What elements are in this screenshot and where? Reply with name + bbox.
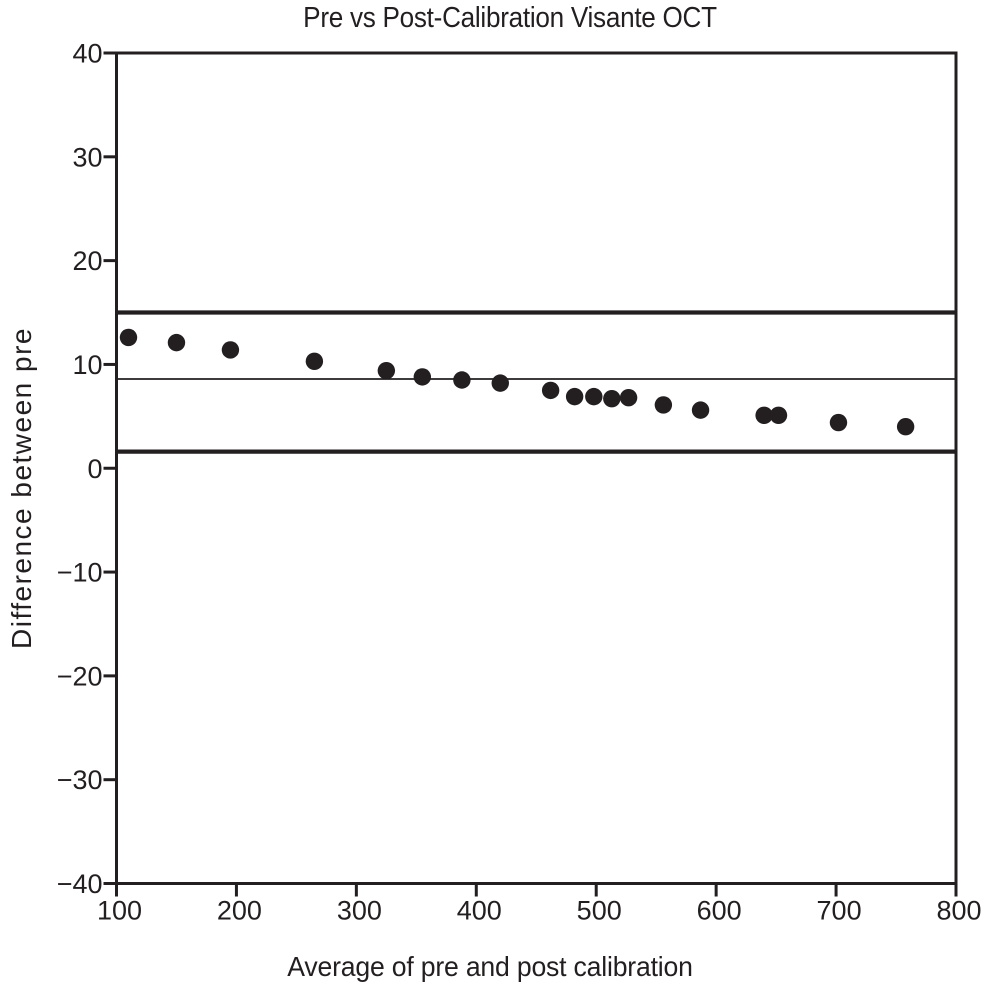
data-point: [167, 333, 186, 352]
x-tick-label: 600: [697, 896, 742, 926]
data-point: [585, 387, 603, 406]
y-tick-label: 30: [72, 142, 102, 172]
data-point: [654, 396, 673, 414]
x-tick-label: 700: [817, 896, 862, 926]
x-tick-label: 500: [577, 896, 622, 926]
data-point: [221, 341, 240, 359]
data-point: [541, 381, 560, 400]
y-axis-ticks-group: 40 30 20 10 0 −10 −20 −30 −40: [57, 39, 117, 899]
plot-border: [115, 51, 958, 885]
data-point: [691, 401, 710, 419]
x-axis-label: Average of pre and post calibration: [287, 951, 693, 982]
data-point: [377, 361, 396, 380]
chart-title: Pre vs Post-Calibration Visante OCT: [303, 2, 717, 34]
x-tick-label: 300: [337, 896, 382, 926]
x-tick-label: 200: [217, 896, 262, 926]
data-point: [453, 371, 471, 389]
x-axis-ticks-group: 100 200 300 400 500 600 700 800: [97, 883, 982, 926]
x-tick-label: 800: [936, 896, 981, 926]
data-point: [119, 328, 138, 347]
x-tick-label: 100: [97, 896, 142, 926]
data-point: [565, 387, 584, 406]
x-tick-label: 400: [457, 896, 502, 926]
data-point: [769, 406, 788, 425]
reference-lines-group: [116, 310, 956, 454]
data-point: [896, 418, 915, 436]
y-axis-label: Difference between pre: [6, 327, 37, 649]
y-tick-label: 0: [87, 454, 102, 484]
data-points-group: [119, 328, 915, 436]
data-point: [829, 413, 848, 432]
data-point: [491, 374, 509, 392]
y-tick-label: 40: [72, 39, 102, 69]
y-tick-label: 20: [72, 246, 102, 276]
y-tick-label: −20: [57, 661, 103, 691]
data-point: [755, 406, 773, 425]
y-tick-label: −40: [57, 869, 103, 899]
data-point: [413, 368, 432, 386]
plot-border-group: [115, 51, 958, 885]
y-tick-label: 10: [72, 350, 102, 380]
data-point: [619, 388, 638, 407]
y-tick-label: −30: [57, 765, 103, 795]
data-point: [603, 389, 621, 408]
data-point: [305, 352, 324, 371]
y-tick-label: −10: [57, 558, 103, 588]
